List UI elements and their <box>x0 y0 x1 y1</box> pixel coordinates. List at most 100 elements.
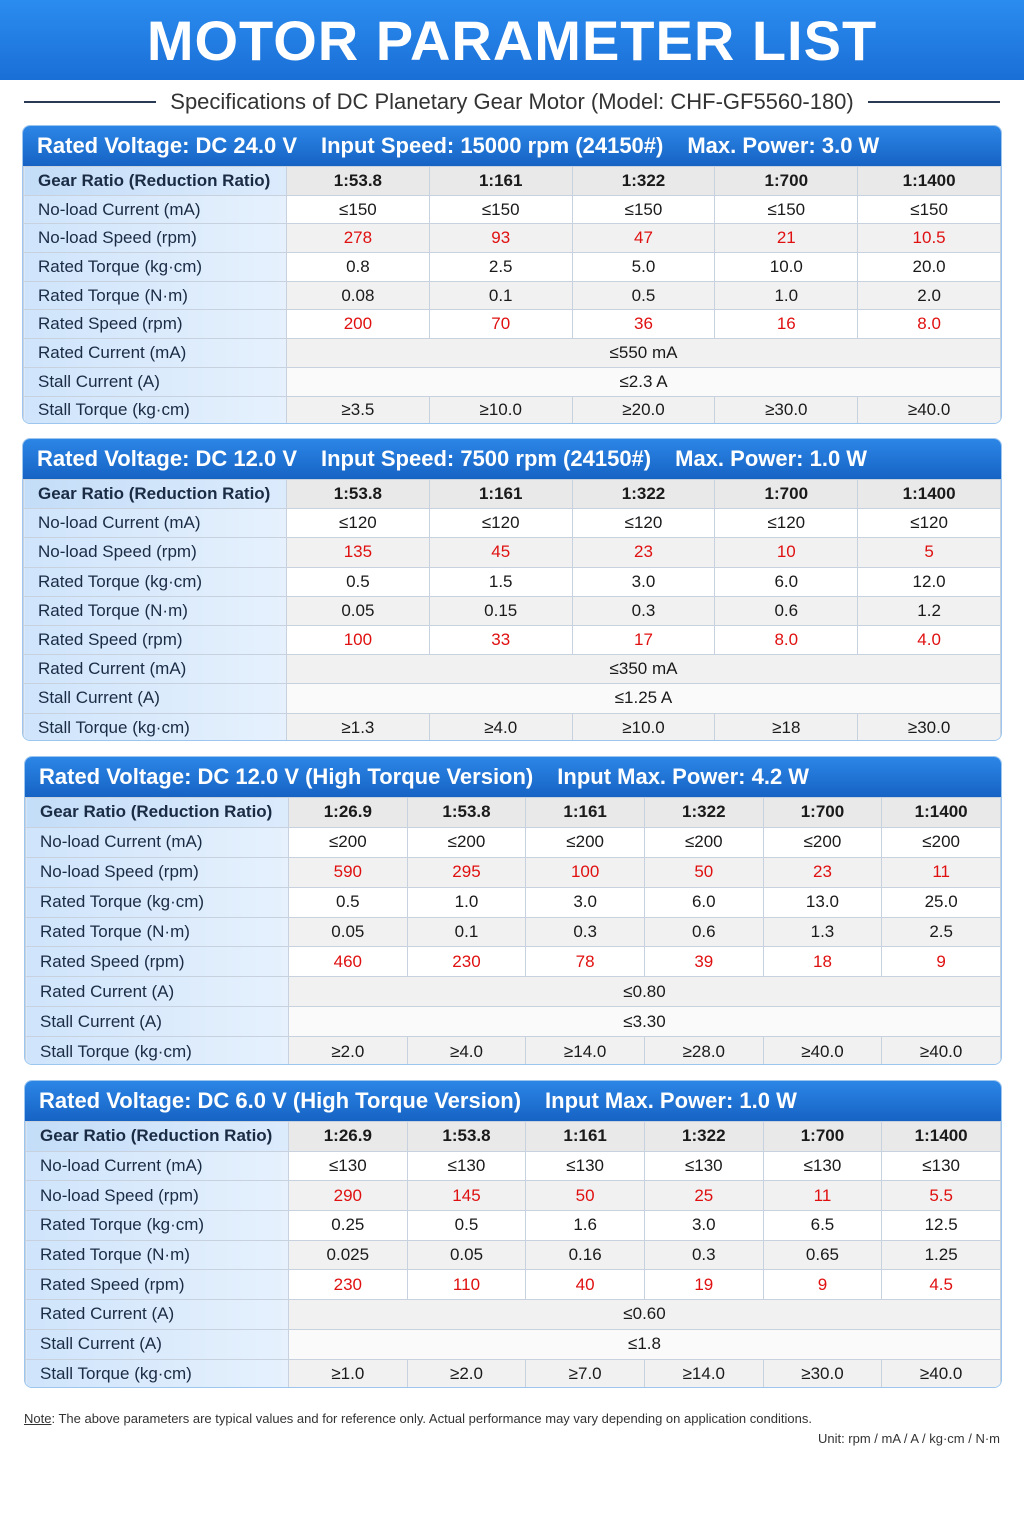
row-label: Gear Ratio (Reduction Ratio) <box>25 1121 289 1152</box>
table-row: Rated Speed (rpm) 200 70 36 16 8.0 <box>23 309 1001 340</box>
table-cell: 5.5 <box>881 1180 1001 1212</box>
table-cell: 13.0 <box>762 886 883 918</box>
table-row: Rated Current (mA) ≤350 mA <box>23 654 1001 685</box>
table-row: Rated Torque (N·m) 0.025 0.05 0.16 0.3 0.65 1.… <box>25 1239 1001 1271</box>
table-cell: 1:161 <box>428 478 573 510</box>
table-cell: ≥4.0 <box>428 712 573 740</box>
table-cell: 0.65 <box>762 1239 883 1271</box>
table-cell: 10.5 <box>857 223 1001 254</box>
table-cell: ≤350 mA <box>286 654 1001 685</box>
table-cell: 3.0 <box>643 1210 764 1241</box>
table-cell: ≤200 <box>406 826 527 858</box>
row-label: No-load Speed (rpm) <box>25 1180 289 1212</box>
table-cell: 0.5 <box>286 566 430 597</box>
row-label: No-load Current (mA) <box>23 194 287 225</box>
table-row: No-load Speed (rpm) 278 93 47 21 10.5 <box>23 223 1001 254</box>
table-cell: ≥40.0 <box>857 395 1001 423</box>
table-cell: 16 <box>714 309 859 340</box>
table-cell: 0.6 <box>714 595 859 626</box>
spec-section: Rated Voltage: DC 24.0 V Input Speed: 150… <box>22 125 1002 424</box>
table-cell: 0.5 <box>406 1210 527 1241</box>
units-note: Unit: rpm / mA / A / kg·cm / N·m <box>817 1431 1000 1446</box>
table-cell: 200 <box>286 309 430 340</box>
section-header-item: Rated Voltage: DC 12.0 V <box>37 446 297 471</box>
table-cell: 17 <box>571 624 716 656</box>
table-cell: ≥40.0 <box>881 1036 1001 1064</box>
section-header-item: Max. Power: 1.0 W <box>675 446 868 471</box>
table-row: Stall Current (A) ≤1.25 A <box>23 683 1001 714</box>
table-cell: 0.3 <box>643 1239 764 1271</box>
table-cell: 1:161 <box>525 797 645 828</box>
table-cell: 21 <box>714 223 859 254</box>
table-cell: 10.0 <box>714 252 859 282</box>
table-cell: 0.1 <box>428 280 573 311</box>
table-cell: 50 <box>525 1180 645 1212</box>
row-label: Gear Ratio (Reduction Ratio) <box>25 797 289 828</box>
row-label: Rated Torque (N·m) <box>23 595 287 626</box>
table-cell: 9 <box>762 1269 883 1301</box>
table-cell: ≤150 <box>428 194 573 225</box>
table-cell: 1:1400 <box>857 478 1001 510</box>
table-cell: 93 <box>428 223 573 254</box>
table-cell: ≤130 <box>288 1150 408 1182</box>
table-row: Stall Torque (kg·cm) ≥3.5 ≥10.0 ≥20.0 ≥30.0 ≥… <box>23 395 1001 423</box>
table-cell: 1:26.9 <box>288 1121 408 1152</box>
table-cell: ≤2.3 A <box>286 366 1001 397</box>
table-cell: ≥3.5 <box>286 395 430 423</box>
table-cell: 4.5 <box>881 1269 1001 1301</box>
table-cell: 0.6 <box>643 916 764 948</box>
row-label: Rated Torque (kg·cm) <box>23 566 287 597</box>
table-cell: 11 <box>881 856 1001 888</box>
table-cell: 230 <box>288 1269 408 1301</box>
section-header: Rated Voltage: DC 12.0 V Input Speed: 750… <box>23 439 1001 479</box>
row-label: Rated Torque (N·m) <box>25 1239 289 1271</box>
table-cell: 12.0 <box>857 566 1001 597</box>
spec-table: Gear Ratio (Reduction Ratio) 1:53.8 1:161 1… <box>23 478 1001 740</box>
table-cell: ≥28.0 <box>643 1036 764 1064</box>
section-header-item: Input Max. Power: 4.2 W <box>557 764 810 789</box>
table-cell: 1:53.8 <box>286 478 430 510</box>
table-row: Stall Torque (kg·cm) ≥1.3 ≥4.0 ≥10.0 ≥18 ≥30.… <box>23 712 1001 740</box>
section-header-item: Input Speed: 15000 rpm (24150#) <box>321 133 664 158</box>
table-cell: ≤130 <box>881 1150 1001 1182</box>
section-header-item: Input Max. Power: 1.0 W <box>545 1088 797 1113</box>
table-cell: 33 <box>428 624 573 656</box>
table-cell: 0.5 <box>288 886 408 918</box>
row-label: Rated Speed (rpm) <box>23 309 287 340</box>
table-cell: ≥14.0 <box>643 1358 764 1387</box>
table-cell: ≥1.0 <box>288 1358 408 1387</box>
table-cell: 1:1400 <box>857 166 1001 196</box>
table-cell: 1.2 <box>857 595 1001 626</box>
table-cell: 25.0 <box>881 886 1001 918</box>
section-header: Rated Voltage: DC 24.0 V Input Speed: 150… <box>23 126 1001 166</box>
table-cell: ≥10.0 <box>571 712 716 740</box>
spec-section: Rated Voltage: DC 12.0 V Input Speed: 750… <box>22 438 1002 741</box>
table-cell: 18 <box>762 946 883 978</box>
table-cell: 6.0 <box>643 886 764 918</box>
table-row: Stall Current (A) ≤1.8 <box>25 1328 1001 1360</box>
section-header: Rated Voltage: DC 6.0 V (High Torque Ver… <box>25 1081 1001 1121</box>
table-row: Rated Torque (kg·cm) 0.5 1.0 3.0 6.0 13.0 25.0 <box>25 886 1001 918</box>
row-label: No-load Current (mA) <box>25 1150 289 1182</box>
table-row: Rated Speed (rpm) 100 33 17 8.0 4.0 <box>23 624 1001 656</box>
table-cell: ≥10.0 <box>428 395 573 423</box>
table-cell: 1:700 <box>714 478 859 510</box>
table-row: Stall Torque (kg·cm) ≥1.0 ≥2.0 ≥7.0 ≥14.0 ≥30… <box>25 1358 1001 1387</box>
table-row: Rated Torque (N·m) 0.08 0.1 0.5 1.0 2.0 <box>23 280 1001 311</box>
table-cell: 40 <box>525 1269 645 1301</box>
table-cell: 23 <box>571 537 716 568</box>
table-cell: 1:322 <box>643 797 764 828</box>
table-cell: 0.8 <box>286 252 430 282</box>
table-cell: ≤1.25 A <box>286 683 1001 714</box>
section-header-item: Input Speed: 7500 rpm (24150#) <box>321 446 652 471</box>
table-cell: 78 <box>525 946 645 978</box>
table-cell: 0.25 <box>288 1210 408 1241</box>
table-row: Rated Speed (rpm) 460 230 78 39 18 9 <box>25 946 1001 978</box>
table-cell: 3.0 <box>571 566 716 597</box>
table-cell: 36 <box>571 309 716 340</box>
table-row: Rated Torque (kg·cm) 0.5 1.5 3.0 6.0 12.0 <box>23 566 1001 597</box>
table-cell: ≥40.0 <box>881 1358 1001 1387</box>
table-cell: 1.5 <box>428 566 573 597</box>
row-label: Stall Current (A) <box>25 1328 289 1360</box>
row-label: Rated Current (mA) <box>23 654 287 685</box>
